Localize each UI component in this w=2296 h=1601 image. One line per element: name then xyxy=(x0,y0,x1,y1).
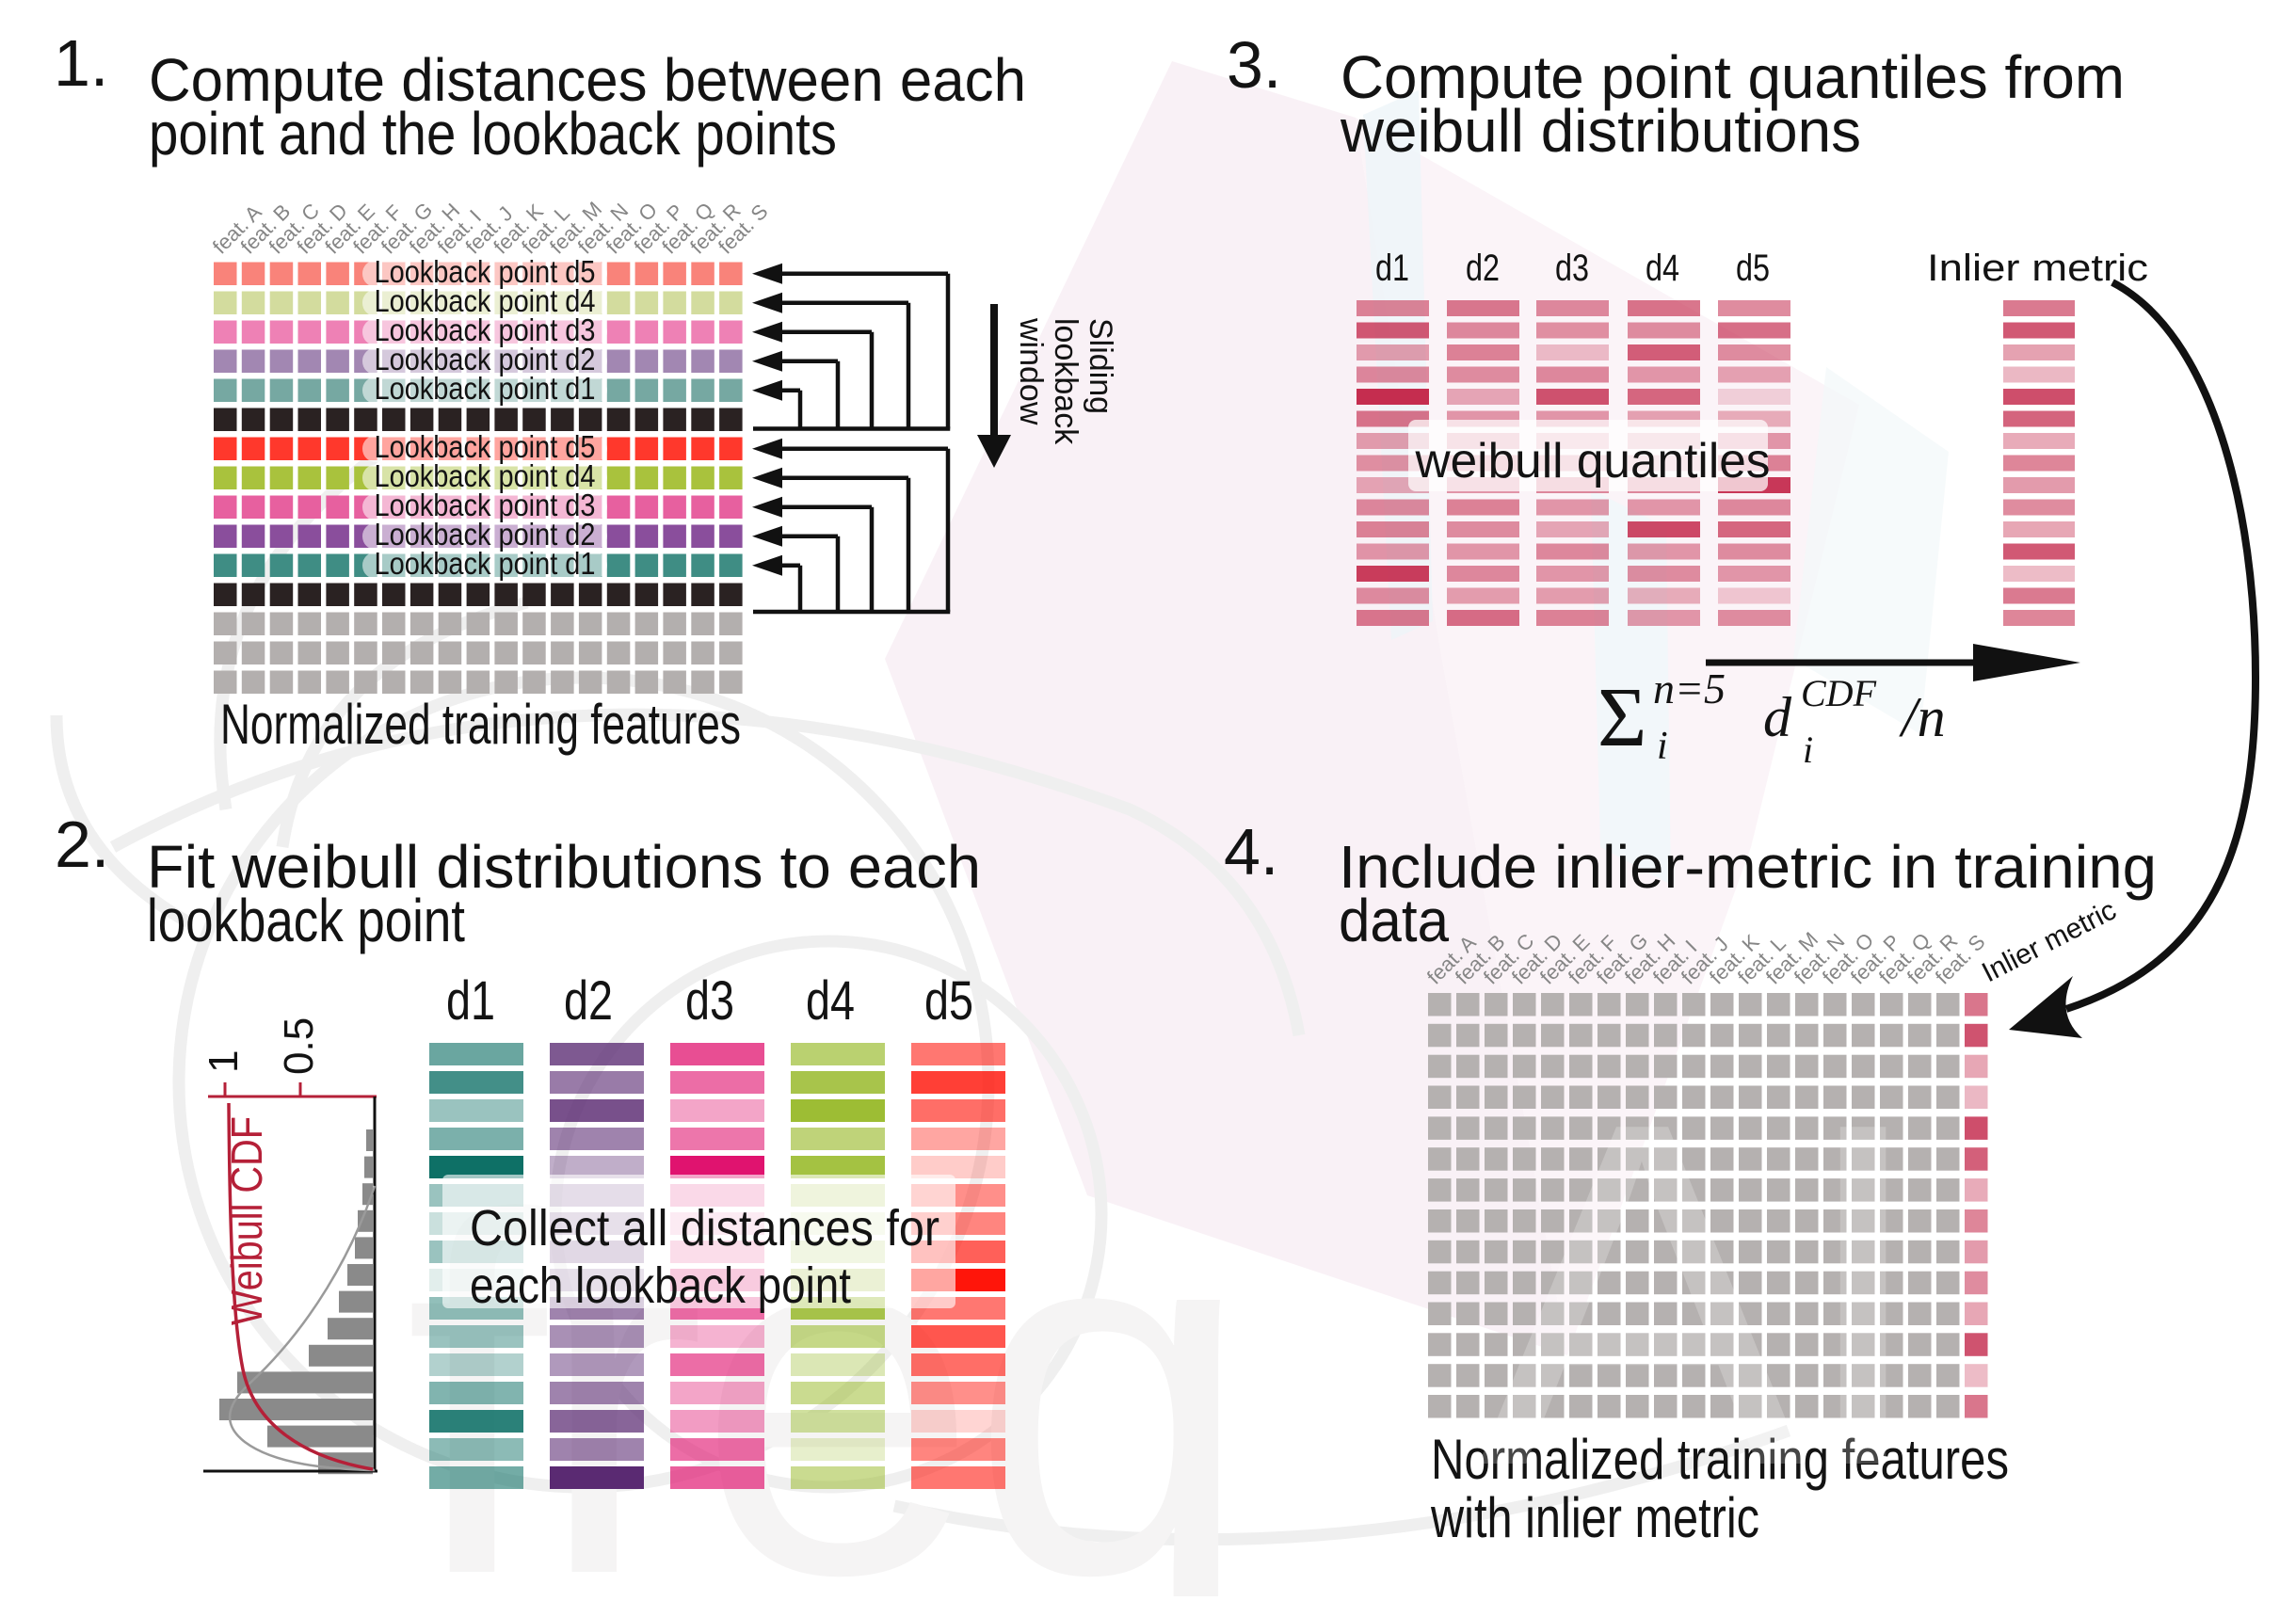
svg-text:Compute distances between each: Compute distances between each xyxy=(149,46,1026,114)
svg-text:data: data xyxy=(1339,887,1449,954)
svg-text:each lookback point: each lookback point xyxy=(470,1257,851,1314)
svg-text:CDF: CDF xyxy=(1801,672,1877,714)
svg-text:d3: d3 xyxy=(1555,248,1589,289)
svg-text:Σ: Σ xyxy=(1598,671,1646,764)
svg-text:Include inlier-metric in train: Include inlier-metric in training xyxy=(1339,833,2157,901)
svg-text:d: d xyxy=(1763,686,1792,748)
svg-text:/n: /n xyxy=(1899,686,1946,748)
svg-text:Compute point quantiles from: Compute point quantiles from xyxy=(1341,43,2125,111)
svg-text:Normalized training features: Normalized training features xyxy=(1431,1428,2009,1491)
svg-text:window: window xyxy=(1013,317,1049,425)
svg-text:d5: d5 xyxy=(1736,248,1770,289)
svg-text:weibull quantiles: weibull quantiles xyxy=(1415,434,1771,488)
svg-text:i: i xyxy=(1657,725,1668,768)
svg-text:d3: d3 xyxy=(685,970,734,1032)
svg-text:Lookback point d4: Lookback point d4 xyxy=(375,458,596,493)
svg-text:i: i xyxy=(1803,728,1813,771)
svg-text:2.: 2. xyxy=(55,808,109,881)
svg-text:Fit weibull distributions to e: Fit weibull distributions to each xyxy=(147,833,981,901)
svg-text:weibull distributions: weibull distributions xyxy=(1340,97,1861,165)
svg-text:0.5: 0.5 xyxy=(276,1017,322,1075)
svg-text:1.: 1. xyxy=(54,26,108,100)
svg-text:3.: 3. xyxy=(1227,28,1281,102)
svg-text:d4: d4 xyxy=(1646,248,1679,289)
svg-text:Normalized training features: Normalized training features xyxy=(220,693,741,756)
svg-text:Lookback point d4: Lookback point d4 xyxy=(375,283,596,318)
svg-text:d1: d1 xyxy=(1375,248,1409,289)
svg-text:lookback point: lookback point xyxy=(147,887,465,954)
svg-text:n=5: n=5 xyxy=(1653,664,1726,712)
svg-text:d2: d2 xyxy=(564,970,613,1032)
svg-text:1: 1 xyxy=(201,1050,247,1073)
svg-text:Inlier metric: Inlier metric xyxy=(1927,248,2148,289)
svg-text:Lookback point d5: Lookback point d5 xyxy=(375,254,596,289)
svg-text:d4: d4 xyxy=(806,970,855,1032)
svg-text:lookback: lookback xyxy=(1048,318,1084,445)
svg-text:d2: d2 xyxy=(1466,248,1500,289)
svg-text:Sliding: Sliding xyxy=(1083,318,1118,414)
svg-text:Lookback point d3: Lookback point d3 xyxy=(375,488,596,522)
svg-text:d1: d1 xyxy=(446,970,495,1032)
svg-text:Collect all distances for: Collect all distances for xyxy=(470,1200,939,1257)
svg-text:AI: AI xyxy=(1478,1021,1921,1568)
svg-text:with inlier metric: with inlier metric xyxy=(1430,1486,1759,1549)
svg-text:point and the lookback points: point and the lookback points xyxy=(149,100,837,168)
svg-text:Lookback point d3: Lookback point d3 xyxy=(375,312,596,347)
svg-text:Lookback point d1: Lookback point d1 xyxy=(375,371,596,406)
svg-text:d5: d5 xyxy=(924,970,973,1032)
svg-text:Lookback point d2: Lookback point d2 xyxy=(375,517,596,552)
svg-text:Lookback point d2: Lookback point d2 xyxy=(375,342,596,376)
svg-text:Lookback point d1: Lookback point d1 xyxy=(375,546,596,581)
svg-text:4.: 4. xyxy=(1224,815,1278,889)
svg-text:Lookback point d5: Lookback point d5 xyxy=(375,429,596,464)
